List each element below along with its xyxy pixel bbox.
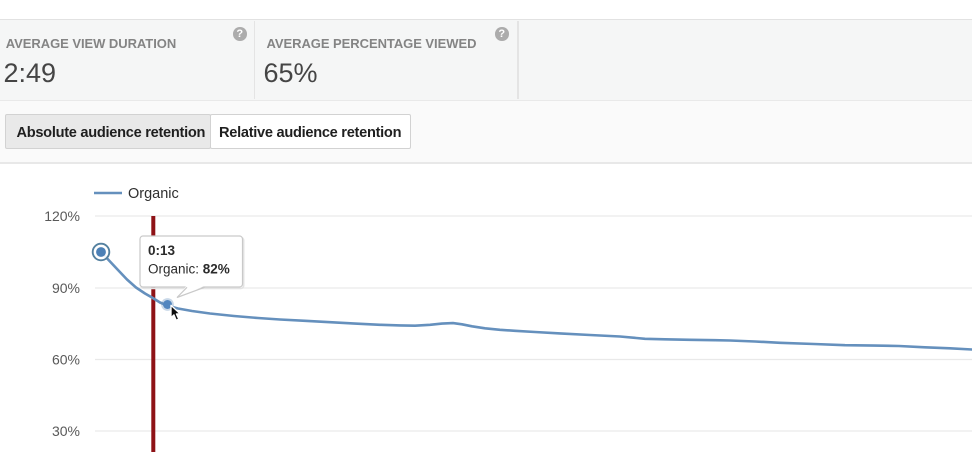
svg-text:90%: 90% [52,280,80,296]
svg-text:120%: 120% [44,208,80,224]
svg-text:Organic: Organic [128,186,179,202]
svg-text:Organic: 82%: Organic: 82% [148,262,230,277]
svg-text:30%: 30% [52,423,80,439]
svg-text:0:13: 0:13 [148,243,176,258]
svg-text:60%: 60% [52,351,80,367]
